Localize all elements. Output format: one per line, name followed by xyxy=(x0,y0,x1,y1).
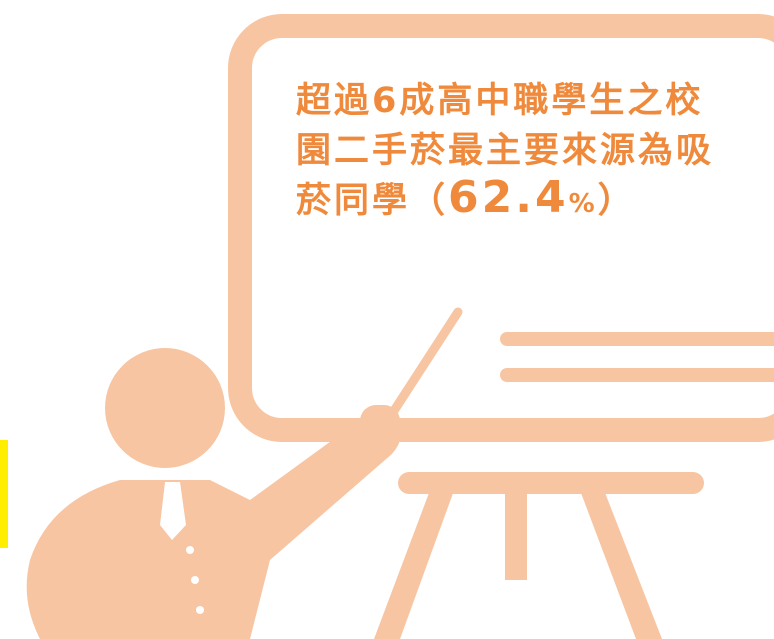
easel-right-leg xyxy=(578,485,662,639)
side-marker xyxy=(0,440,8,548)
body xyxy=(26,411,402,639)
message-line: 超過6成高中職學生之校 xyxy=(296,81,703,121)
button xyxy=(191,576,199,584)
presenter xyxy=(26,348,402,639)
message-text: ） xyxy=(598,181,636,221)
message-line: 菸同學（62.4%） xyxy=(296,172,636,223)
head xyxy=(105,348,225,468)
pointer xyxy=(383,307,463,425)
easel-bar xyxy=(398,472,704,494)
board-line xyxy=(500,368,774,382)
message-line: 園二手菸最主要來源為吸 xyxy=(296,131,714,171)
button xyxy=(186,546,194,554)
button xyxy=(196,606,204,614)
percentage-value: 62.4 xyxy=(448,172,569,223)
message-text: 菸同學（ xyxy=(296,181,448,221)
percentage-unit: % xyxy=(569,189,598,219)
easel-center-leg xyxy=(505,480,527,580)
board xyxy=(228,14,774,442)
tie xyxy=(160,482,186,540)
easel-left-leg xyxy=(374,485,456,639)
hand xyxy=(360,405,400,441)
board-line xyxy=(500,332,774,346)
easel xyxy=(374,472,704,639)
